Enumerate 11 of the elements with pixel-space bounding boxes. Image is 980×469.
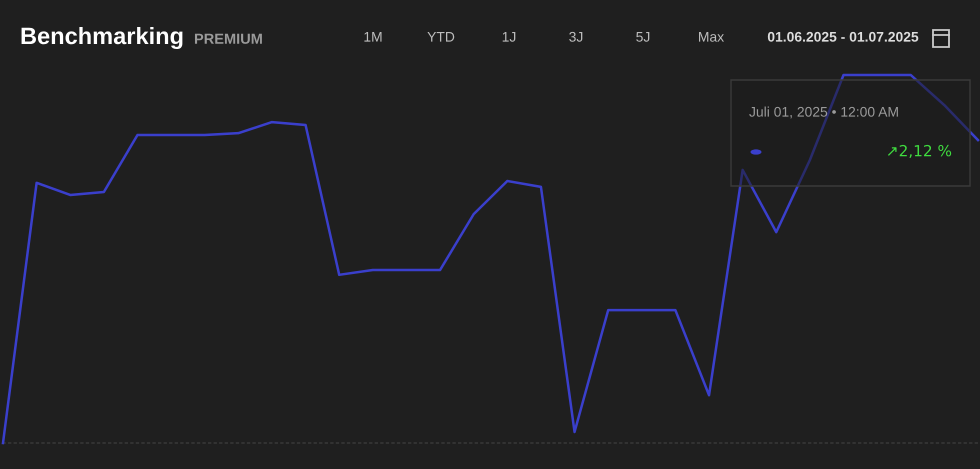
annotation: ↗2,12 % <box>888 144 952 158</box>
text: 1J <box>502 32 516 42</box>
text: YTD <box>427 32 454 42</box>
text: 1M <box>364 32 382 42</box>
annotation: Juli 01, 2025 • 12:00 AM <box>749 106 898 118</box>
text: Max <box>699 32 724 42</box>
chart-subtitle: PREMIUM <box>194 34 262 44</box>
chart-title: Benchmarking <box>22 26 182 50</box>
text: 3J <box>569 32 582 42</box>
text: 5J <box>636 32 650 42</box>
text: 01.06.2025 - 01.07.2025 <box>768 32 918 42</box>
